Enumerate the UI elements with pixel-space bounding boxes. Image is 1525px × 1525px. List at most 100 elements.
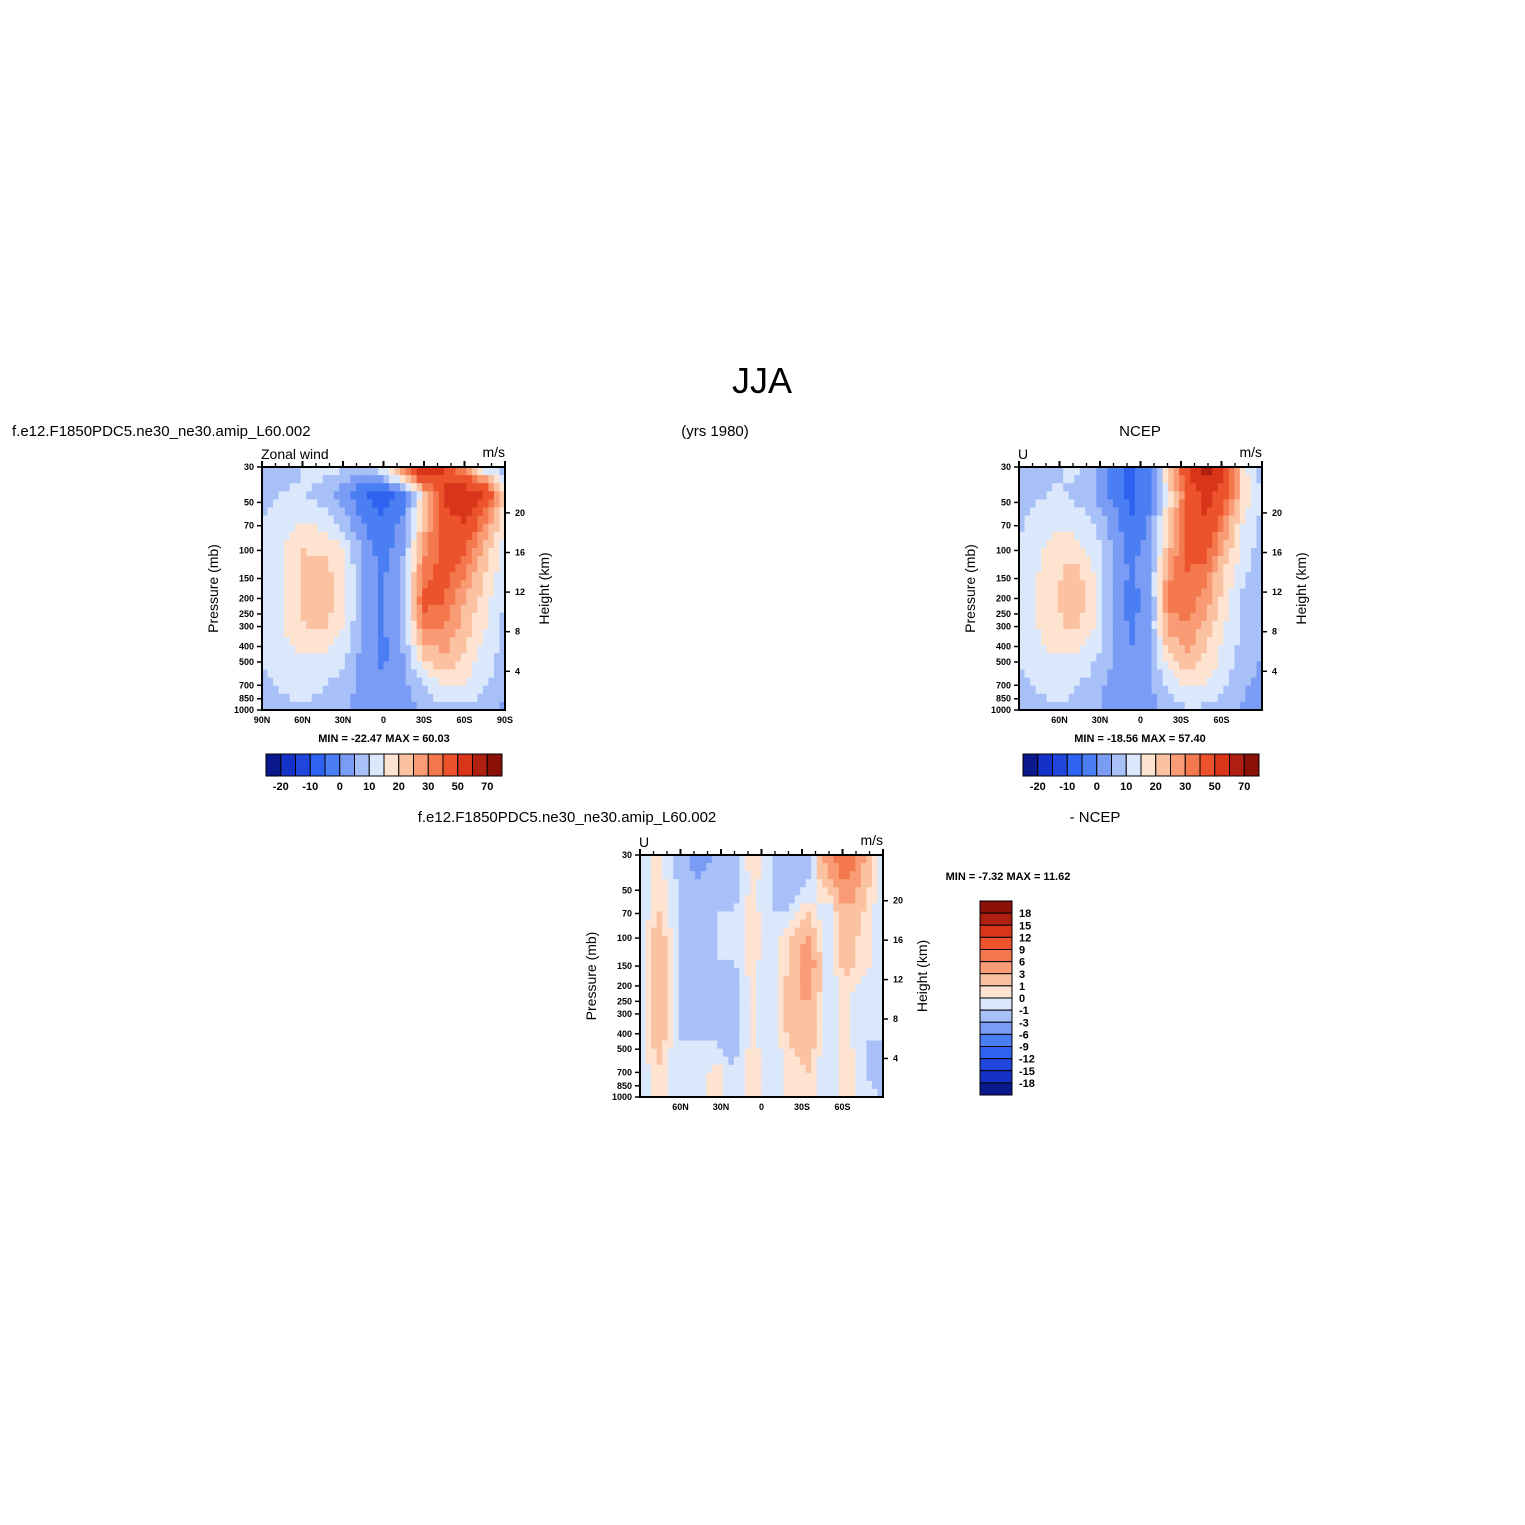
diff-cell (866, 1032, 873, 1042)
model-cell (278, 531, 285, 541)
diff-cell (651, 863, 658, 872)
diff-cell (717, 1048, 724, 1058)
diff-cell (722, 1024, 729, 1034)
model-cell (400, 620, 407, 630)
diff-cell (695, 927, 702, 937)
obs-cell (1107, 580, 1114, 590)
obs-cell (1256, 523, 1263, 533)
model-cell (466, 629, 473, 638)
model-cell (499, 645, 506, 654)
diff-cell (860, 984, 868, 993)
diff-cell (662, 911, 669, 921)
model-cell (383, 612, 390, 622)
diff-cell (673, 863, 680, 872)
diff-cell (811, 976, 818, 985)
diff-cell (717, 911, 724, 921)
model-cell (394, 604, 401, 614)
obs-cell (1057, 693, 1064, 703)
model-cell (289, 556, 296, 565)
obs-cell (1074, 467, 1081, 476)
diff-cell (833, 879, 840, 888)
obs-cell (1162, 499, 1169, 509)
diff-cell (805, 951, 812, 961)
obs-cell (1134, 612, 1142, 622)
model-cell (262, 701, 269, 711)
diff-cell (656, 967, 663, 977)
model-cell (339, 507, 346, 517)
model-cell (444, 669, 451, 679)
model-cell (317, 499, 324, 509)
diff-cell (744, 1056, 752, 1066)
model-cell (400, 556, 407, 565)
diff-cell (822, 1056, 829, 1066)
obs-cell (1057, 507, 1064, 517)
obs-cell (1206, 483, 1213, 492)
diff-cell (733, 871, 741, 880)
diff-cell (667, 1088, 674, 1098)
obs-cell (1041, 523, 1048, 533)
model-cell (350, 491, 357, 500)
diff-cell (678, 911, 685, 921)
obs-cell (1184, 645, 1191, 654)
model-cell (339, 596, 346, 606)
diff-cell (871, 895, 879, 904)
obs-cell (1019, 596, 1026, 606)
diff-cell (833, 1008, 840, 1017)
diff-cell (860, 887, 868, 896)
model-cell (466, 693, 473, 703)
obs-cell (1063, 629, 1070, 638)
obs-cell (1035, 548, 1042, 557)
model-cell (422, 604, 429, 614)
diff-cell (833, 943, 840, 953)
model-cell (267, 467, 274, 476)
diff-cell (827, 1040, 834, 1050)
diff-cell (700, 951, 707, 961)
model-cell (289, 669, 296, 679)
obs-cell (1079, 507, 1086, 517)
diff-cell (811, 959, 818, 969)
obs-cell (1212, 483, 1219, 492)
model-cell (488, 467, 495, 476)
diff-cell (722, 967, 729, 977)
obs-cell (1052, 588, 1059, 598)
diff-cell (673, 895, 680, 904)
diff-cell (689, 1032, 696, 1042)
obs-cell (1250, 483, 1258, 492)
model-cell (449, 548, 456, 557)
obs-cell (1019, 572, 1026, 581)
model-cell (377, 620, 385, 630)
diff-cell (717, 927, 724, 937)
diff-cell (816, 1056, 823, 1066)
diff-cell (866, 1000, 873, 1009)
obs-cell (1101, 637, 1108, 646)
model-cell (416, 596, 423, 606)
model-cell (344, 564, 351, 573)
diff-cell (640, 927, 647, 937)
model-cell (482, 483, 490, 492)
model-cell (405, 556, 412, 565)
diff-cell (761, 911, 768, 921)
model-cell (377, 515, 385, 525)
diff-cell (733, 951, 741, 961)
diff-cell (789, 1080, 796, 1090)
diff-cell (678, 951, 685, 961)
obs-cell (1245, 596, 1252, 606)
obs-cell (1162, 548, 1169, 557)
diff-cell (717, 984, 724, 993)
diff-cell (700, 919, 707, 929)
obs-cell (1074, 475, 1081, 484)
diff-cell (750, 895, 757, 904)
diff-cell (805, 1072, 812, 1082)
diff-cell (651, 1056, 658, 1066)
model-cell (427, 645, 434, 654)
obs-cell (1118, 685, 1125, 695)
obs-cell (1107, 653, 1114, 662)
model-cell (311, 507, 318, 517)
diff-cell (794, 863, 801, 872)
model-cell (328, 685, 335, 695)
model-cell (488, 645, 495, 654)
diff-lat-tick-label: 30N (713, 1102, 730, 1112)
model-cell (333, 588, 340, 598)
obs-cell (1068, 669, 1075, 679)
obs-cell (1129, 483, 1136, 492)
